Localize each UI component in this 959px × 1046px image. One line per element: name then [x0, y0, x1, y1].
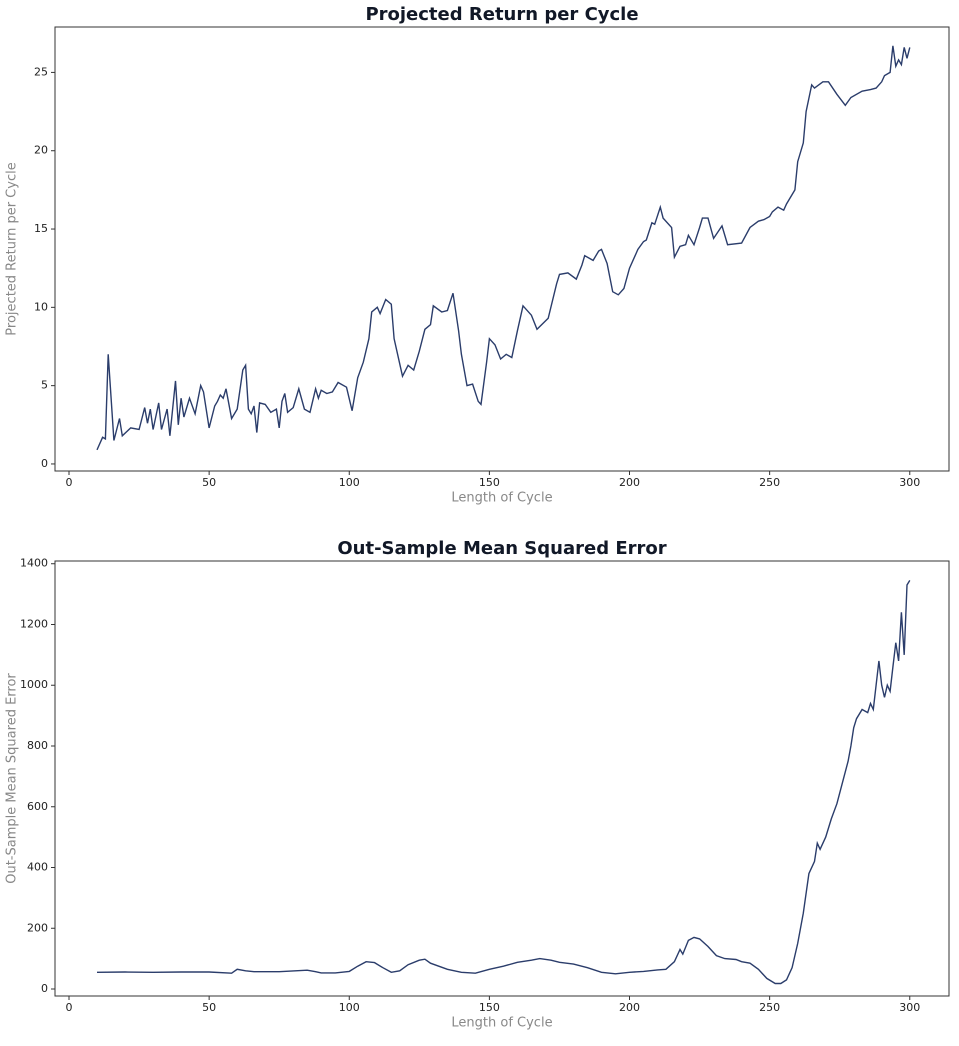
x-tick-label: 250 [759, 1001, 780, 1014]
x-tick-label: 250 [759, 476, 780, 489]
y-tick-label: 400 [27, 861, 48, 874]
chart-title: Out-Sample Mean Squared Error [337, 538, 666, 559]
x-axis-label: Length of Cycle [451, 491, 552, 506]
x-tick-label: 200 [619, 476, 640, 489]
y-tick-label: 20 [34, 144, 48, 157]
y-tick-label: 10 [34, 300, 48, 313]
y-tick-label: 0 [41, 457, 48, 470]
y-tick-label: 1000 [20, 678, 48, 691]
y-tick-label: 15 [34, 222, 48, 235]
x-tick-label: 150 [479, 476, 500, 489]
y-tick-label: 1400 [20, 557, 48, 570]
y-tick-label: 600 [27, 800, 48, 813]
y-tick-label: 0 [41, 982, 48, 995]
y-tick-label: 200 [27, 921, 48, 934]
y-tick-label: 1200 [20, 617, 48, 630]
plot-frame [54, 26, 950, 472]
y-tick-label: 25 [34, 65, 48, 78]
x-tick-label: 200 [619, 1001, 640, 1014]
y-tick-label: 5 [41, 379, 48, 392]
y-tick-label: 800 [27, 739, 48, 752]
x-tick-label: 50 [202, 1001, 216, 1014]
x-tick-label: 0 [66, 476, 73, 489]
plot-frame [54, 560, 950, 997]
x-axis-label: Length of Cycle [451, 1016, 552, 1031]
x-tick-label: 300 [899, 476, 920, 489]
x-tick-label: 50 [202, 476, 216, 489]
y-axis-label: Projected Return per Cycle [5, 162, 20, 335]
data-line [96, 580, 911, 985]
x-tick-label: 100 [339, 1001, 360, 1014]
x-tick-label: 150 [479, 1001, 500, 1014]
data-line [96, 45, 911, 451]
x-tick-label: 100 [339, 476, 360, 489]
x-tick-label: 300 [899, 1001, 920, 1014]
y-axis-label: Out-Sample Mean Squared Error [5, 673, 20, 884]
x-tick-label: 0 [66, 1001, 73, 1014]
chart-title: Projected Return per Cycle [365, 4, 638, 25]
